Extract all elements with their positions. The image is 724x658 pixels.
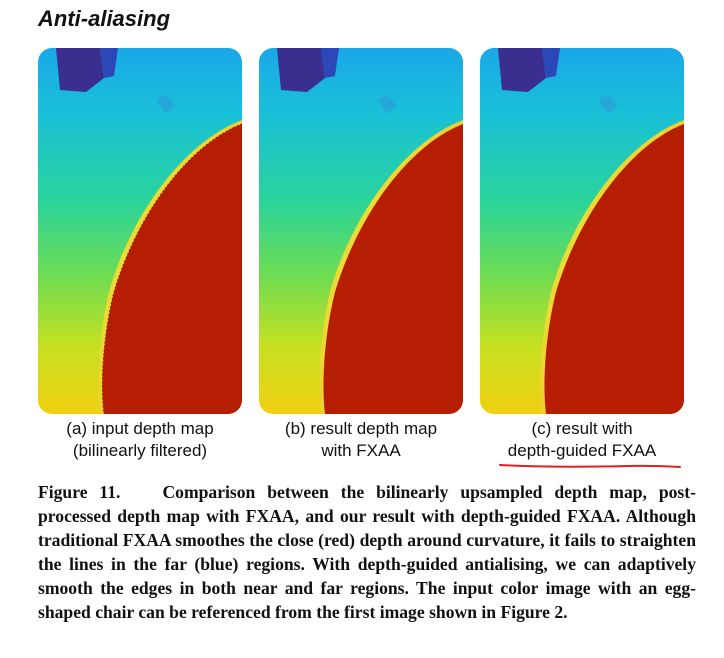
caption-c-line1: (c) result with xyxy=(531,419,633,438)
caption-a-line1: (a) input depth map xyxy=(66,419,214,438)
caption-b: (b) result depth map with FXAA xyxy=(241,418,481,462)
caption-a-line2: (bilinearly filtered) xyxy=(72,441,208,460)
depth-image-b xyxy=(259,48,463,414)
figure-label: Figure 11. xyxy=(38,482,121,502)
red-underline-annotation xyxy=(499,464,681,468)
caption-c-line2: depth-guided FXAA xyxy=(507,441,657,460)
section-heading: Anti-aliasing xyxy=(38,6,171,31)
figure-caption-text: Comparison between the bilinearly upsamp… xyxy=(38,482,696,622)
figure-caption: Figure 11. Comparison between the bilinea… xyxy=(38,480,696,624)
depth-image-a xyxy=(38,48,242,414)
caption-b-line1: (b) result depth map xyxy=(284,419,438,438)
caption-a: (a) input depth map (bilinearly filtered… xyxy=(20,418,260,462)
caption-c: (c) result with depth-guided FXAA xyxy=(462,418,702,462)
depth-image-c xyxy=(480,48,684,414)
caption-b-line2: with FXAA xyxy=(321,441,401,460)
